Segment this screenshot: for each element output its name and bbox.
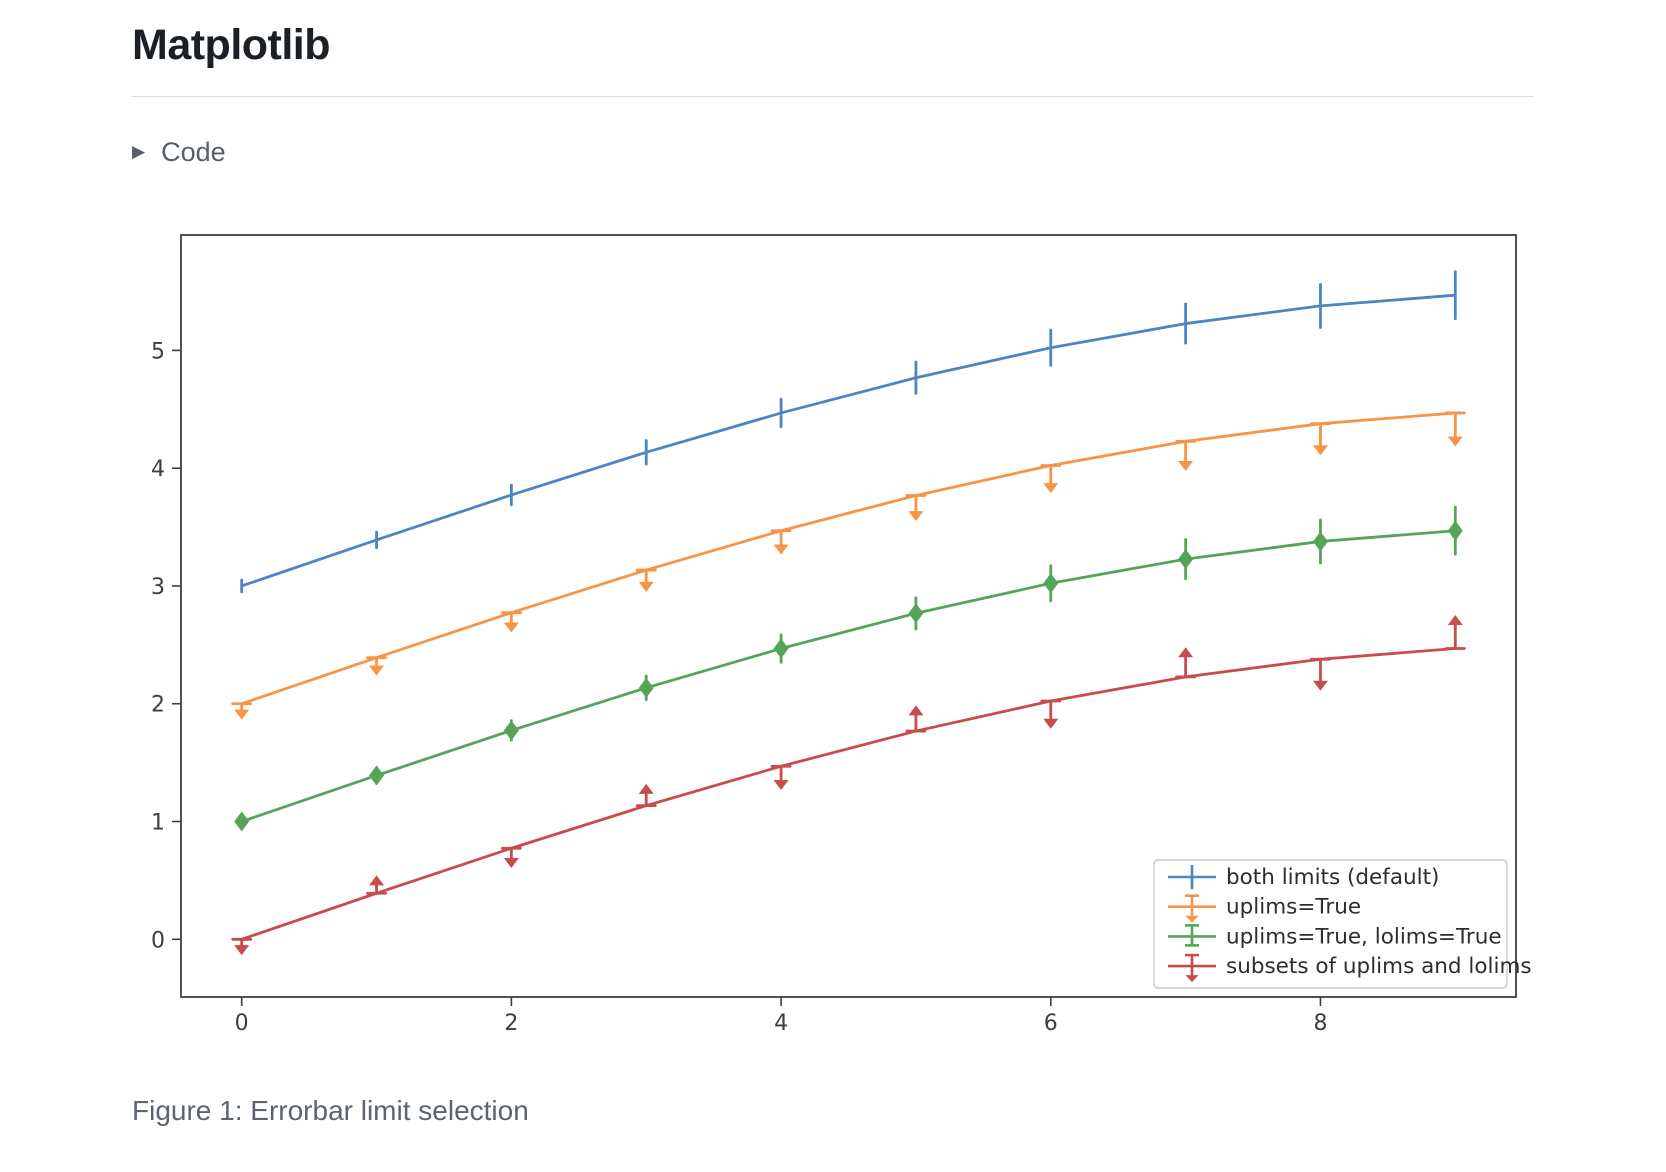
series-uplims+lolims — [234, 505, 1463, 832]
triangle-right-icon: ▶ — [132, 141, 146, 162]
y-tick-label: 3 — [151, 575, 165, 600]
legend-item: subsets of uplims and lolims — [1168, 953, 1532, 982]
plot-area: 0 2 4 6 8 0 1 2 3 4 5 both limits (default) uplims=T… — [100, 203, 1550, 1053]
series-alternating — [231, 614, 1466, 955]
y-tick-label: 5 — [151, 339, 165, 364]
x-tick-label: 0 — [235, 1011, 249, 1036]
y-tick-label: 1 — [151, 810, 165, 835]
errorbar-chart: 0 2 4 6 8 0 1 2 3 4 5 both limits (default) uplims=T… — [151, 233, 1532, 1036]
x-tick-label: 6 — [1044, 1011, 1058, 1036]
series-uplims — [231, 411, 1466, 720]
legend-item: uplims=True — [1168, 894, 1361, 923]
document-page: Matplotlib ▶ Code 0 2 4 6 8 0 1 2 3 4 5 both limits… — [132, 20, 1534, 1129]
legend: both limits (default) uplims=True uplims=T… — [1153, 858, 1532, 989]
axes-frame — [180, 233, 1517, 998]
y-tick-label: 4 — [151, 457, 165, 482]
legend-label: uplims=True — [1226, 894, 1361, 919]
series-both — [240, 269, 1457, 593]
legend-item: uplims=True, lolims=True — [1168, 923, 1502, 949]
y-tick-label: 0 — [151, 928, 165, 953]
figure-caption: Figure 1: Errorbar limit selection — [132, 1094, 529, 1126]
legend-box — [1153, 858, 1508, 989]
legend-label: both limits (default) — [1226, 865, 1439, 890]
y-tick-label: 2 — [151, 692, 165, 717]
x-tick-label: 8 — [1313, 1011, 1327, 1036]
x-tick-label: 2 — [504, 1011, 518, 1036]
legend-label: subsets of uplims and lolims — [1226, 954, 1532, 979]
legend-label: uplims=True, lolims=True — [1226, 924, 1502, 949]
code-disclosure[interactable]: ▶ Code — [132, 135, 226, 170]
figure: 0 2 4 6 8 0 1 2 3 4 5 both limits (default) uplims=T… — [132, 203, 1534, 1129]
code-disclosure-label: Code — [161, 136, 226, 167]
page-title: Matplotlib — [132, 20, 1534, 97]
legend-item: both limits (default) — [1168, 864, 1439, 890]
x-tick-label: 4 — [774, 1011, 788, 1036]
